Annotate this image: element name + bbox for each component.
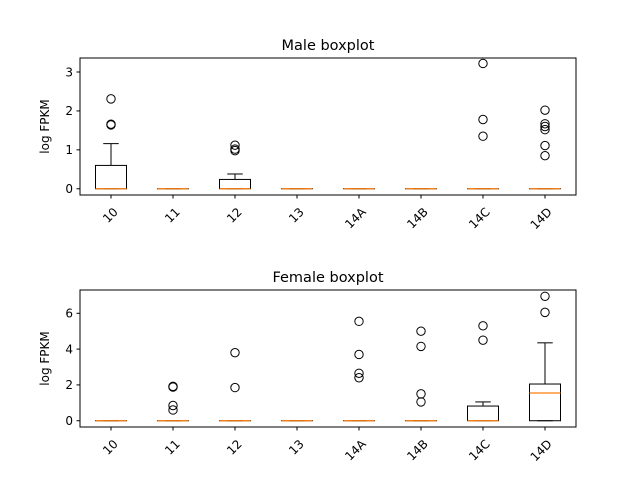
- outlier-point: [354, 373, 364, 383]
- x-tick-label: 14D: [528, 437, 555, 464]
- outlier-point: [540, 307, 550, 318]
- x-tick-label: 14B: [404, 205, 431, 232]
- box-body: [467, 405, 499, 422]
- box-12: [219, 347, 251, 422]
- y-axis-label: log FPKM: [38, 331, 52, 385]
- box-body: [529, 383, 561, 422]
- box-14D: [529, 291, 561, 422]
- outlier-point: [540, 140, 550, 151]
- box-12: [219, 140, 251, 190]
- plot-title: Female boxplot: [272, 270, 383, 286]
- outlier-point: [230, 382, 240, 393]
- outlier-point: [540, 124, 550, 135]
- box-14B: [405, 326, 437, 422]
- x-tick-label: 11: [162, 437, 183, 458]
- outlier-point: [478, 335, 488, 345]
- x-tick-label: 14C: [466, 437, 493, 464]
- plot-title: Male boxplot: [282, 38, 375, 54]
- box-11: [157, 381, 189, 422]
- outlier-point: [540, 150, 550, 161]
- outlier-point: [416, 326, 426, 336]
- outlier-point: [478, 131, 488, 141]
- outlier-point: [416, 341, 426, 352]
- y-tick-label: 6: [65, 307, 73, 321]
- x-tick-label: 14A: [342, 204, 369, 231]
- axes-frame: [79, 57, 577, 196]
- outlier-point: [540, 291, 550, 301]
- outlier-point: [354, 368, 364, 378]
- x-tick-label: 13: [286, 437, 307, 458]
- axes-frame: [79, 289, 577, 428]
- y-tick-label: 0: [65, 414, 73, 428]
- outlier-point: [106, 119, 116, 129]
- x-tick-label: 14B: [404, 437, 431, 464]
- x-tick-label: 10: [100, 205, 121, 226]
- box-body: [95, 164, 127, 190]
- subplot-2: Female boxplot log FPKM 0 2 4 6 10 11 12 13 14A 14B…: [38, 270, 577, 464]
- outlier-point: [230, 140, 240, 150]
- y-axis-label: log FPKM: [38, 99, 52, 153]
- box-14C: [467, 321, 499, 422]
- outlier-point: [540, 119, 550, 129]
- y-tick-label: 1: [65, 143, 73, 157]
- box-14C: [467, 58, 499, 190]
- x-tick-label: 12: [224, 437, 245, 458]
- outlier-point: [106, 94, 116, 104]
- y-tick-label: 2: [65, 378, 73, 392]
- box-14A: [343, 316, 375, 422]
- y-tick-label: 2: [65, 104, 73, 118]
- outlier-point: [168, 400, 178, 411]
- outlier-point: [230, 347, 240, 358]
- x-tick-label: 12: [224, 205, 245, 226]
- x-tick-label: 14C: [466, 205, 493, 232]
- x-tick-label: 14D: [528, 205, 555, 232]
- outlier-point: [416, 397, 426, 407]
- x-tick-label: 14A: [342, 436, 369, 463]
- outlier-point: [354, 349, 364, 360]
- outlier-point: [540, 121, 550, 132]
- box-10: [95, 94, 127, 190]
- outlier-point: [416, 389, 426, 399]
- y-tick-label: 4: [65, 342, 73, 356]
- outlier-point: [478, 58, 488, 69]
- x-tick-label: 13: [286, 205, 307, 226]
- outlier-point: [230, 144, 240, 154]
- x-tick-label: 10: [100, 437, 121, 458]
- x-tick-label: 11: [162, 205, 183, 226]
- outlier-point: [540, 105, 550, 115]
- outlier-point: [478, 321, 488, 331]
- outlier-point: [354, 316, 364, 327]
- outlier-point: [478, 114, 488, 125]
- box-14D: [529, 105, 561, 190]
- outlier-point: [168, 405, 178, 415]
- y-tick-label: 3: [65, 65, 73, 79]
- outlier-point: [168, 381, 178, 392]
- box-body: [219, 178, 251, 190]
- y-tick-label: 0: [65, 182, 73, 196]
